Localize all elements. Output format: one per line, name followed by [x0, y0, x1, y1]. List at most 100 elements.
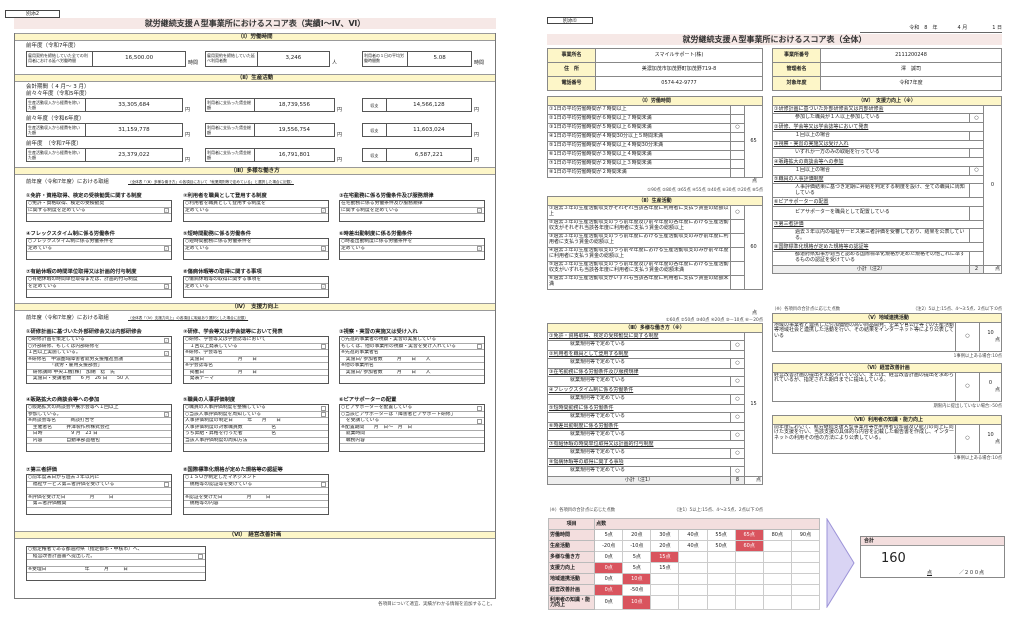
row-mark[interactable]: [730, 113, 745, 124]
item-mark[interactable]: [969, 183, 984, 198]
score-row-name: 支援力向上: [547, 562, 596, 574]
item-mark[interactable]: [969, 250, 984, 266]
s4-note-b: （注2）5以上:15点、4～3:5点、2点以下:0点: [912, 307, 1002, 312]
score-cell: -20点: [594, 540, 624, 552]
item-mark[interactable]: ○: [730, 430, 745, 441]
info-row: 住 所美濃加茂市加茂野町加茂野719-8: [547, 62, 763, 77]
item-line: 主催者名 井澤製作所株式会社: [27, 425, 171, 431]
section-header: （Ⅵ）経営改善計画: [772, 363, 1002, 373]
row-mark[interactable]: ○: [730, 204, 745, 220]
item-line: ※商談会等名 商談打合せ: [27, 418, 171, 425]
info-value: スマイルサポート(株): [595, 48, 763, 63]
field-unit: 人: [332, 60, 338, 66]
score-cell: [650, 595, 680, 610]
item-line: ○研修計画を策定している ✓: [27, 337, 171, 344]
item-row: 就業規則等で定めている ○: [547, 430, 763, 441]
row-text: ①過去３年の生産活動収支がそれぞれ当該各年度に利用者に支払う賃金の総額以上: [547, 204, 731, 220]
checkbox[interactable]: ✓: [164, 246, 169, 251]
item-line: 在宅勤務に係る労働条件及び服務規律: [340, 201, 484, 208]
page-title: 就労継続支援Ａ型事業所におけるスコア表（実績Ⅰ～Ⅳ、Ⅵ）: [14, 18, 496, 29]
score-value: 0: [988, 380, 993, 387]
row-mark[interactable]: [730, 131, 745, 142]
checkbox[interactable]: ✓: [321, 284, 326, 289]
unit-yen: 円: [474, 107, 480, 113]
checkbox[interactable]: ✓: [477, 246, 482, 251]
item-mark[interactable]: [969, 205, 984, 221]
info-table-info_left: 事業所名 スマイルサポート(株) 住 所美濃加茂市加茂野町加茂野719-8 電話番号 0…: [547, 48, 763, 91]
checkbox[interactable]: [321, 405, 326, 411]
row-mark[interactable]: [730, 104, 745, 115]
row-mark[interactable]: ○: [730, 122, 745, 133]
item-line: ※認証を受けた日 月 日: [184, 495, 328, 501]
checkbox[interactable]: [321, 482, 326, 487]
score-cell: 20点: [622, 529, 652, 541]
item-mark[interactable]: [969, 130, 984, 141]
item-mark[interactable]: ○: [969, 113, 984, 123]
item-mark[interactable]: ○: [730, 340, 745, 351]
item-text: 参加した職員が１人以上参加している: [772, 113, 970, 123]
item-mark[interactable]: ○: [730, 358, 745, 369]
score-cell: [790, 540, 821, 552]
item-line: 実施日・受講者数 6 月 26 日 50 人: [28, 376, 130, 381]
item-line: ○フレックスタイム制に係る労働条件を: [27, 239, 171, 246]
checkbox[interactable]: ✓: [164, 284, 169, 289]
item-mark[interactable]: ○: [730, 466, 745, 477]
s2-field-value: 11,603,024: [413, 127, 445, 133]
checkbox[interactable]: ✓: [164, 337, 169, 343]
item-heading: ④販路拡大の商談会等への参加: [772, 157, 984, 167]
section-mark[interactable]: ○: [955, 321, 980, 352]
info-value: 令和7年度: [820, 76, 1002, 91]
score-value: 10: [987, 432, 994, 439]
item-line: [340, 214, 484, 221]
row-mark[interactable]: [730, 167, 745, 178]
item-box: ○販路拡大の商談会や展示会等へ１回以上 参加している。 ✓ ※商談会等名 商談打合せ …: [26, 404, 172, 452]
checkbox[interactable]: [477, 344, 482, 349]
row-mark[interactable]: [730, 232, 745, 248]
item-box: ○研修計画を策定している ✓ ○外部研修、もしくは内部研修を １回以上実施している。 ✓…: [26, 336, 172, 384]
hdr-row: （Ⅱ）生産活動: [547, 196, 763, 206]
section-mark[interactable]: ○: [955, 423, 980, 454]
item-heading-row: ①研修計画に基づいた外部研修会又は内部研修会 0: [772, 104, 1002, 266]
checkbox[interactable]: [321, 344, 326, 349]
item-line: [340, 444, 484, 451]
info-value: 美濃加茂市加茂野町加茂野719-8: [595, 62, 763, 77]
section-score: 15: [744, 331, 763, 477]
checkbox[interactable]: ✓: [321, 208, 326, 213]
checkbox[interactable]: ✓: [164, 208, 169, 213]
row-mark[interactable]: [730, 140, 745, 151]
row-mark[interactable]: [730, 260, 745, 276]
checkbox[interactable]: ✓: [164, 350, 169, 356]
section-mark[interactable]: ○: [955, 371, 980, 402]
item-line: １回以上発表している: [184, 344, 328, 350]
item-mark[interactable]: ○: [730, 448, 745, 459]
item-mark[interactable]: ○: [730, 376, 745, 387]
checkbox[interactable]: [477, 405, 482, 411]
item-line: 就業時間: [340, 431, 484, 438]
footnote: 各項目について適宜、実績がわかる情報を追加すること。: [378, 602, 495, 607]
item-mark[interactable]: [969, 228, 984, 243]
score-cell: 60点: [734, 540, 764, 552]
item-mark[interactable]: ○: [730, 412, 745, 423]
checkbox[interactable]: [321, 412, 326, 417]
item-heading-row: ②利用者を職員として登用する制度: [547, 349, 763, 359]
item-mark[interactable]: [969, 148, 984, 158]
info-key: 対象年度: [772, 76, 821, 91]
item-mark[interactable]: ○: [730, 394, 745, 405]
item-line: に関する制度を定めている ✓: [340, 208, 484, 214]
row-mark[interactable]: [730, 274, 745, 290]
item-heading-row: ⑦第三者評価: [772, 219, 1002, 229]
row-mark[interactable]: [730, 149, 745, 160]
row-mark[interactable]: [730, 246, 745, 262]
row-mark[interactable]: [730, 218, 745, 234]
row-mark[interactable]: [730, 158, 745, 169]
item-mark[interactable]: ○: [969, 165, 984, 176]
section-header: （Ⅴ）地域連携活動: [772, 313, 1002, 323]
item-line: を定めている ✓: [27, 284, 171, 290]
checkbox[interactable]: [477, 418, 482, 424]
checkbox[interactable]: ✓: [164, 412, 169, 417]
checkbox[interactable]: ✓: [321, 246, 326, 251]
checkbox[interactable]: ✓: [477, 208, 482, 213]
checkbox[interactable]: [198, 554, 203, 559]
item-heading-row: ⑥時差出勤制度に係る労働条件: [547, 421, 763, 431]
checkbox[interactable]: [164, 482, 169, 487]
